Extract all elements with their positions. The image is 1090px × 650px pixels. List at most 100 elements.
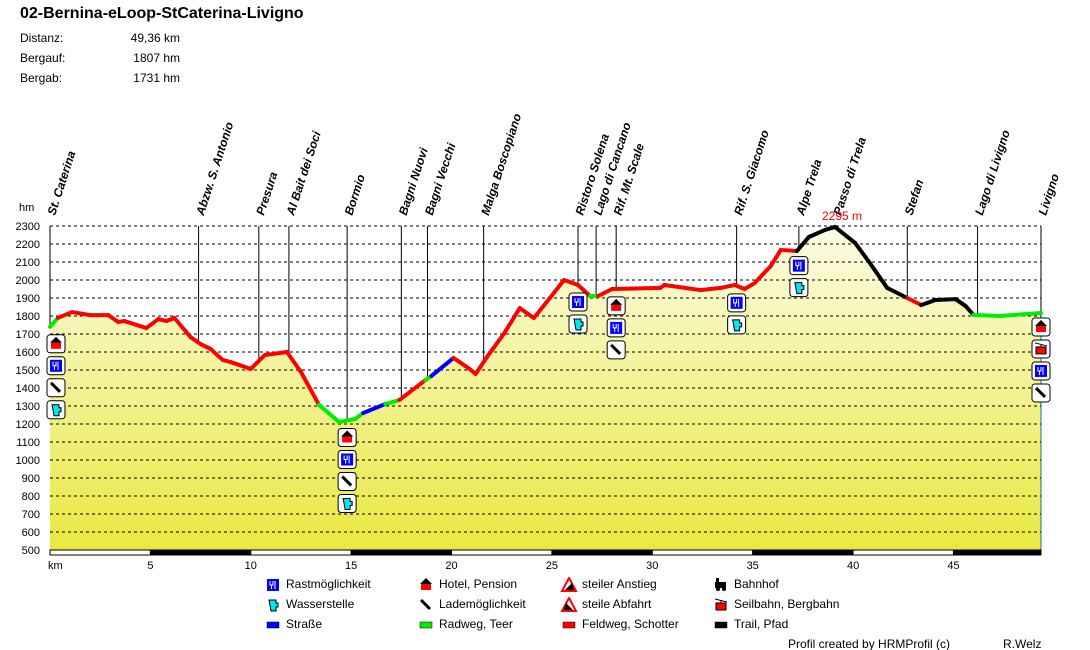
- scale-bar-segment: [250, 549, 352, 556]
- scale-bar-segment: [350, 549, 453, 556]
- profile-segment-gravel: [485, 332, 506, 358]
- x-tick-label: 10: [245, 560, 257, 572]
- swatch: [714, 621, 728, 629]
- cabin: [1035, 346, 1047, 355]
- y-axis-label: hm: [19, 202, 34, 214]
- cup: [794, 282, 805, 295]
- steep-down-icon: [560, 595, 578, 612]
- swatch: [419, 621, 433, 629]
- profile-segment-gravel: [473, 353, 490, 376]
- profile-segment-gravel: [547, 278, 566, 300]
- stat-ascent: Bergauf: 1807 hm: [20, 51, 180, 65]
- legend-label: Lademöglichkeit: [439, 597, 526, 612]
- profile-segment-gravel: [208, 346, 225, 362]
- elevation-chart: 2300 2200 2100 2000 1900 1800 1700 1600 1500 1400…: [16, 112, 1063, 572]
- fork: [269, 581, 276, 589]
- waypoint-label: Lago di Livigno: [972, 128, 1013, 217]
- profile-segment-gravel: [106, 313, 121, 324]
- scale-bar-segment: [551, 549, 653, 556]
- y-tick-label: 2100: [16, 257, 40, 269]
- profile-segment-gravel: [501, 306, 522, 336]
- wheel: [722, 587, 726, 591]
- cabin: [715, 602, 727, 611]
- x-tick-label: 40: [847, 560, 859, 572]
- profile-segment-road: [361, 402, 388, 416]
- hotel-icon: [46, 334, 66, 354]
- legend-item-water: Wasserstelle: [264, 597, 354, 613]
- rest-icon: [46, 356, 66, 376]
- cablecar-icon: [714, 598, 728, 611]
- waypoint-label: Livigno: [1036, 172, 1063, 217]
- gravel-icon: [562, 621, 576, 629]
- x-tick-label: 25: [546, 560, 558, 572]
- prong: [419, 598, 423, 602]
- profile-segment-gravel: [397, 378, 428, 403]
- credit-text: Profil created by HRMProfil (c): [788, 637, 951, 650]
- legend-item-charging: Lademöglichkeit: [417, 597, 526, 613]
- stat-value: 49,36 km: [130, 31, 180, 45]
- roof: [50, 336, 62, 343]
- rest-legend-icon: [267, 579, 279, 591]
- plug: [1034, 386, 1047, 399]
- x-tick-label: 45: [947, 560, 959, 572]
- legend-label: Rastmöglichkeit: [286, 577, 371, 592]
- fork: [52, 361, 59, 370]
- waypoint-label: Bormio: [342, 173, 368, 217]
- charging-icon: [606, 340, 626, 360]
- profile-segment-paved: [971, 312, 1002, 318]
- profile-segment-gravel: [561, 278, 581, 288]
- water-icon: [268, 599, 279, 612]
- water-legend-icon: [268, 599, 279, 612]
- profile-segment-gravel: [122, 319, 149, 331]
- plug: [341, 475, 353, 487]
- cup: [732, 319, 743, 332]
- house: [611, 304, 622, 311]
- rest-icon: [568, 292, 588, 312]
- legend-item-road: Straße: [264, 617, 322, 633]
- legend-item-steep-up: steiler Anstieg: [560, 575, 657, 593]
- legend-item-paved: Radweg, Teer: [417, 617, 513, 633]
- legend-label: Feldweg, Schotter: [582, 617, 679, 632]
- profile-segment-trail: [853, 240, 872, 264]
- plug: [419, 598, 432, 611]
- trail-icon: [714, 621, 728, 629]
- page-title: 02-Bernina-eLoop-StCaterina-Livigno: [20, 5, 304, 22]
- profile-segment-gravel: [596, 287, 615, 299]
- cup: [573, 318, 584, 331]
- scale-bar-segment: [752, 549, 854, 556]
- profile-segment-trail: [833, 224, 858, 245]
- hotel-legend-icon: [420, 578, 432, 590]
- fork: [1037, 366, 1044, 375]
- waypoint-label: Stefan: [902, 178, 927, 217]
- road-legend-icon: [266, 621, 280, 629]
- hotel-icon: [337, 427, 357, 447]
- waypoint-label: Al Bait dei Soci: [283, 129, 324, 218]
- profile-segment-gravel: [262, 350, 289, 358]
- paved-icon: [419, 621, 433, 629]
- scale-bar-segment: [852, 549, 954, 556]
- cable: [714, 598, 728, 603]
- roof: [1035, 319, 1047, 326]
- legend-item-trail: Trail, Pfad: [712, 617, 788, 633]
- legend-label: Wasserstelle: [286, 597, 355, 612]
- water-icon: [337, 493, 357, 513]
- y-tick-label: 1500: [16, 365, 40, 377]
- plug: [49, 381, 62, 393]
- x-tick-label: 35: [747, 560, 759, 572]
- loco: [715, 582, 726, 588]
- y-tick-label: 1900: [16, 293, 40, 305]
- rest-icon: [337, 449, 357, 469]
- chimney: [716, 578, 719, 582]
- gravel-legend-icon: [562, 621, 576, 629]
- legend-item-train: Bahnhof: [712, 577, 779, 593]
- charging-icon: [46, 378, 66, 398]
- scale-bar-segment: [49, 549, 151, 556]
- profile-segment-trail: [867, 260, 890, 290]
- author-text: R.Welz: [1003, 637, 1042, 650]
- x-axis-label: km: [48, 560, 63, 572]
- profile-segment-gravel: [228, 360, 253, 371]
- y-tick-label: 1400: [16, 383, 40, 395]
- y-tick-label: 2000: [16, 275, 40, 287]
- fork: [733, 298, 740, 307]
